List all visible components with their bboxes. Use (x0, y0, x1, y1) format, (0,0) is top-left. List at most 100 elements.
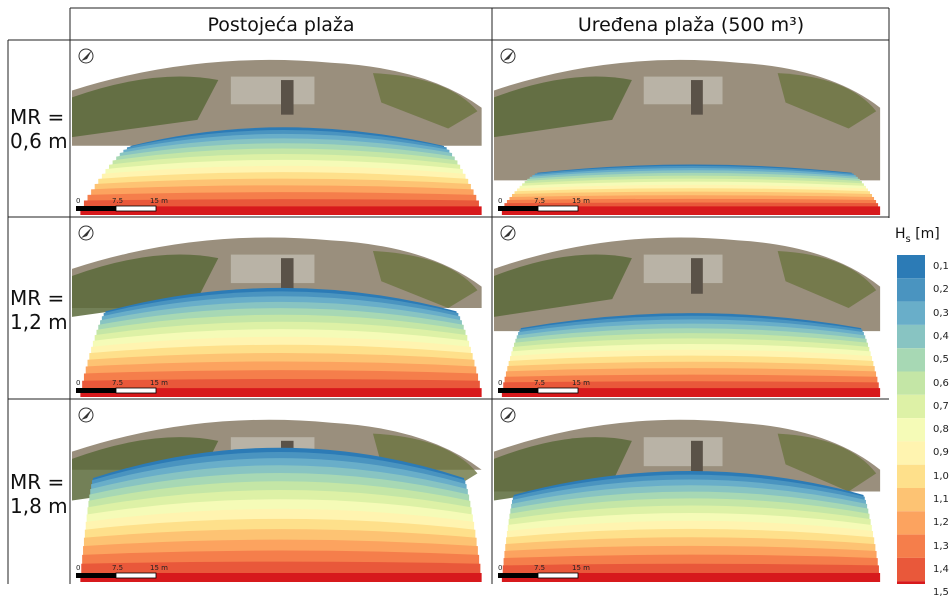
legend-title-sub: s (905, 233, 911, 245)
scalebar-segment (76, 206, 116, 211)
scalebar (76, 572, 157, 579)
scalebar-label: 7.5 (112, 379, 124, 387)
scalebar-segment (76, 573, 116, 578)
scalebar-segment (537, 205, 579, 212)
scalebar-label: 0 (76, 197, 81, 205)
scalebar-label: 0 (498, 564, 503, 572)
legend-swatch-0,4 (897, 324, 925, 349)
wave-band-1,5 (80, 206, 482, 215)
vegetation (777, 73, 877, 129)
map-panel-5 (494, 401, 888, 582)
scalebar-label: 7.5 (534, 197, 546, 205)
legend-swatch-0,9 (897, 441, 925, 465)
row-label-2-line1: MR = (10, 470, 65, 494)
scalebar-segment (115, 205, 157, 212)
north-arrow-icon (78, 48, 94, 64)
north-arrow-icon (500, 225, 516, 241)
wave-band-1,5 (80, 572, 482, 582)
map-panel-4 (72, 401, 490, 582)
building (691, 440, 703, 478)
wave-band-1,5 (501, 572, 881, 582)
row-label-0-line2: 0,6 m (10, 129, 68, 153)
legend-swatch-1,3 (897, 534, 925, 558)
scalebar (76, 205, 157, 212)
building (281, 80, 294, 115)
building (643, 437, 723, 467)
legend-label-1,1: 1,1 (933, 494, 949, 505)
scalebar-label: 15 m (572, 379, 590, 387)
vegetation (372, 251, 478, 308)
scalebar-label: 7.5 (534, 564, 546, 572)
scalebar-label: 0 (498, 379, 503, 387)
legend-swatch-0,2 (897, 278, 925, 302)
north-arrow-icon (500, 48, 516, 64)
scalebar-label: 0 (76, 379, 81, 387)
row-label-0: MR = 0,6 m (10, 105, 68, 153)
legend-swatch-1,2 (897, 511, 925, 535)
scalebar-label: 7.5 (534, 379, 546, 387)
legend-label-1,4: 1,4 (933, 563, 949, 575)
legend-label-0,9: 0,9 (933, 447, 949, 459)
legend-label-1,5: 1,5 (933, 587, 949, 598)
legend-label-0,1: 0,1 (933, 261, 949, 272)
vegetation (372, 73, 478, 129)
row-label-1: MR = 1,2 m (10, 286, 68, 334)
wave-band-1,5 (501, 206, 881, 215)
building (230, 76, 315, 105)
row-label-1-line1: MR = (10, 286, 65, 310)
legend-swatch-0,6 (897, 371, 925, 395)
legend-label-0,3: 0,3 (933, 307, 949, 319)
legend-swatch-1,0 (897, 464, 925, 488)
scalebar-label: 0 (76, 564, 81, 572)
scalebar-segment (537, 572, 579, 579)
scalebar-label: 0 (498, 197, 503, 205)
scalebar-label: 15 m (150, 197, 168, 205)
scalebar-segment (76, 388, 116, 393)
scalebar-segment (115, 387, 157, 394)
row-label-0-line1: MR = (10, 105, 65, 129)
legend-label-0,4: 0,4 (933, 330, 949, 342)
map-panel-2 (72, 219, 490, 397)
legend-label-0,8: 0,8 (933, 424, 949, 436)
legend-label-0,6: 0,6 (933, 377, 949, 389)
legend-label-0,7: 0,7 (933, 400, 949, 412)
legend-swatch-0,8 (897, 418, 925, 442)
legend-title-unit: [m] (910, 226, 940, 242)
legend-label-0,2: 0,2 (933, 284, 949, 296)
scalebar (498, 205, 579, 212)
scalebar-label: 15 m (150, 379, 168, 387)
scalebar-label: 7.5 (112, 564, 124, 572)
legend-label-1,3: 1,3 (933, 540, 949, 552)
legend-label-1,0: 1,0 (933, 470, 949, 482)
scalebar-segment (498, 573, 538, 578)
scalebar (498, 572, 579, 579)
grid-lines (7, 7, 890, 584)
figure-grid (7, 7, 925, 584)
legend-title-main: H (895, 226, 906, 242)
legend-swatch-1,4 (897, 557, 925, 582)
legend-swatch-0,7 (897, 394, 925, 419)
north-arrow-icon (78, 407, 94, 423)
building (230, 254, 315, 284)
legend-label-1,2: 1,2 (933, 517, 949, 529)
legend-swatch-0,5 (897, 348, 925, 372)
map-panel-0 (72, 42, 490, 215)
legend-title: Hs [m] (895, 226, 940, 245)
vegetation (494, 76, 632, 138)
building (643, 76, 723, 105)
north-arrow-icon (500, 407, 516, 423)
wave-band-1,5 (80, 388, 482, 397)
legend-label-0,5: 0,5 (933, 354, 949, 366)
column-header-existing: Postojeća plaža (207, 14, 355, 36)
map-panel-3 (494, 219, 888, 397)
scalebar (76, 387, 157, 394)
scalebar-label: 7.5 (112, 197, 124, 205)
legend-swatch-1,5 (897, 581, 925, 584)
scalebar-segment (537, 387, 579, 394)
wave-band-1,5 (501, 388, 881, 397)
legend-swatch-1,1 (897, 488, 925, 512)
building (691, 80, 703, 115)
scalebar-segment (115, 572, 157, 579)
scalebar-label: 15 m (572, 197, 590, 205)
building (643, 254, 723, 284)
